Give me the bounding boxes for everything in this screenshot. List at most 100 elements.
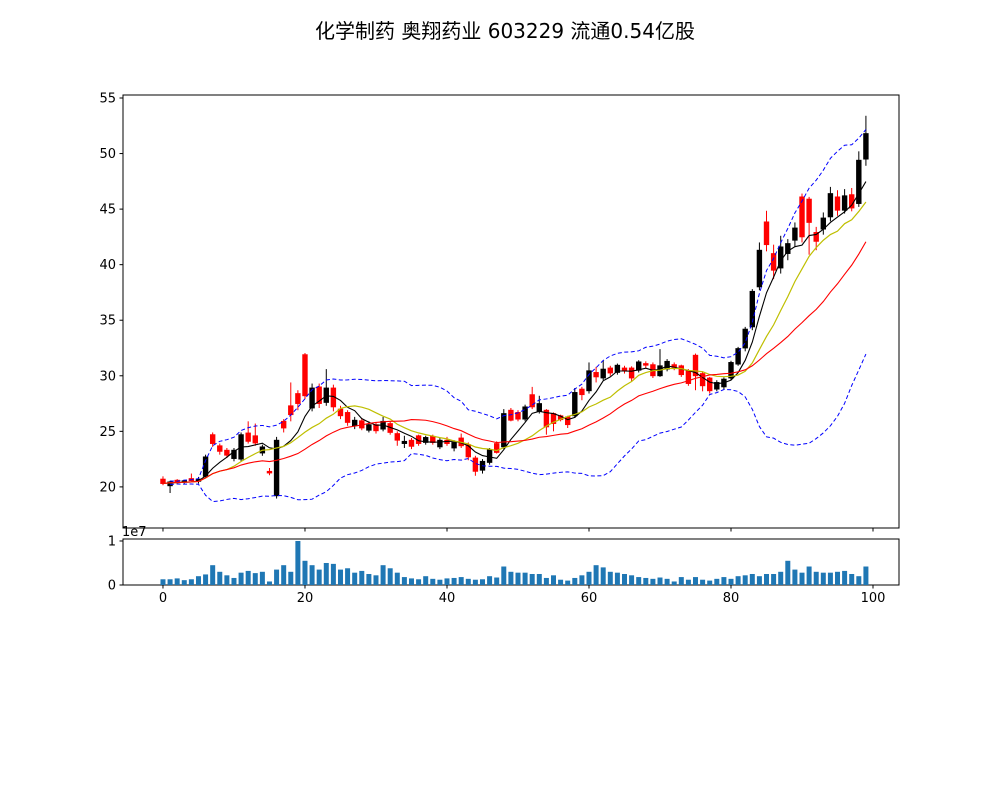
- price-tick-label: 50: [99, 147, 116, 162]
- candle-body-down: [280, 420, 287, 429]
- candle-body-down: [678, 365, 685, 376]
- volume-bar: [529, 573, 535, 585]
- volume-bar: [380, 565, 386, 585]
- candle-body-up: [536, 403, 542, 412]
- volume-bar: [345, 568, 351, 585]
- candle-body-down: [465, 444, 471, 458]
- candle-body-down: [593, 372, 599, 378]
- volume-bar: [373, 575, 379, 585]
- volume-bar: [160, 579, 166, 585]
- candle-body-down: [643, 363, 649, 366]
- volume-bar: [217, 571, 223, 585]
- volume-bar: [281, 565, 287, 585]
- volume-bar: [764, 573, 770, 585]
- candle-body-down: [245, 432, 251, 442]
- price-tick-label: 40: [99, 258, 116, 273]
- volume-bar: [210, 565, 216, 585]
- volume-bar: [806, 566, 812, 585]
- candle-body-down: [770, 253, 777, 271]
- volume-bar: [650, 578, 656, 585]
- candle-body-down: [209, 434, 216, 444]
- volume-bar: [174, 578, 180, 585]
- volume-bar: [842, 570, 848, 585]
- volume-bar: [465, 578, 471, 585]
- volume-bar: [245, 570, 251, 585]
- candle-body-down: [295, 393, 301, 404]
- volume-tick-label: 1: [108, 534, 116, 549]
- price-tick-label: 20: [99, 480, 116, 495]
- candle-body-down: [692, 354, 699, 377]
- volume-bar: [444, 578, 450, 585]
- volume-bar: [458, 577, 464, 585]
- candle-body-up: [600, 368, 606, 379]
- candle-body-down: [160, 478, 166, 484]
- x-tick-label: 40: [439, 591, 456, 606]
- volume-bar: [827, 572, 833, 585]
- volume-bar: [203, 574, 209, 585]
- volume-bar: [643, 577, 649, 585]
- volume-bar: [863, 566, 869, 585]
- volume-offset-label: 1e7: [122, 525, 147, 540]
- volume-bar: [614, 572, 620, 585]
- volume-bar: [778, 571, 784, 585]
- candle-body-up: [401, 440, 408, 444]
- candle-body-down: [493, 443, 500, 453]
- bollinger-upper-line: [170, 129, 867, 482]
- candle-body-down: [628, 367, 635, 379]
- candle-body-down: [302, 354, 308, 397]
- volume-bars-group: [160, 540, 869, 585]
- volume-bar: [856, 576, 862, 585]
- candle-body-up: [273, 439, 280, 497]
- volume-bar: [259, 571, 265, 585]
- price-tick-label: 45: [99, 203, 116, 218]
- volume-bar: [565, 580, 571, 585]
- candle-body-up: [856, 159, 862, 204]
- volume-bar: [188, 579, 194, 585]
- candle-body-down: [472, 457, 479, 472]
- candle-body-up: [351, 419, 358, 427]
- volume-bar: [799, 572, 805, 585]
- volume-bar: [359, 570, 365, 585]
- chart-title: 化学制药 奥翔药业 603229 流通0.54亿股: [315, 19, 695, 43]
- price-tick-label: 35: [99, 314, 116, 329]
- candle-body-up: [501, 413, 507, 448]
- volume-bar: [288, 571, 294, 585]
- x-tick-label: 0: [159, 591, 167, 606]
- volume-bar: [543, 577, 549, 585]
- candle-body-up: [422, 437, 429, 443]
- volume-bar: [522, 572, 528, 585]
- x-tick-label: 100: [861, 591, 886, 606]
- volume-bar: [316, 569, 322, 585]
- volume-bar: [572, 577, 578, 585]
- candle-body-up: [728, 362, 734, 379]
- candle-body-up: [863, 133, 869, 160]
- candle-body-down: [224, 449, 230, 456]
- volume-bar: [558, 579, 564, 585]
- price-axes-frame: [122, 94, 900, 529]
- candle-body-down: [266, 470, 273, 474]
- candle-body-up: [714, 382, 720, 390]
- volume-bar: [820, 572, 826, 585]
- volume-bar: [195, 576, 201, 585]
- volume-bar: [593, 565, 599, 585]
- volume-bar: [629, 575, 635, 585]
- volume-bar: [274, 569, 280, 585]
- price-tick-label: 55: [99, 92, 116, 107]
- volume-bar: [295, 540, 301, 585]
- volume-bar: [792, 569, 798, 585]
- volume-bar: [550, 575, 556, 585]
- candle-body-up: [366, 424, 372, 431]
- candle-body-up: [785, 243, 791, 254]
- volume-bar: [700, 579, 706, 585]
- volume-bar: [693, 577, 699, 585]
- volume-bar: [224, 575, 230, 585]
- volume-bar: [728, 578, 734, 585]
- volume-bar: [508, 571, 514, 585]
- volume-bar: [735, 576, 741, 585]
- volume-bar: [756, 576, 762, 585]
- bollinger-lower-line: [170, 353, 867, 503]
- candle-body-down: [607, 367, 613, 374]
- candle-body-down: [543, 409, 550, 428]
- candle-body-up: [522, 406, 528, 420]
